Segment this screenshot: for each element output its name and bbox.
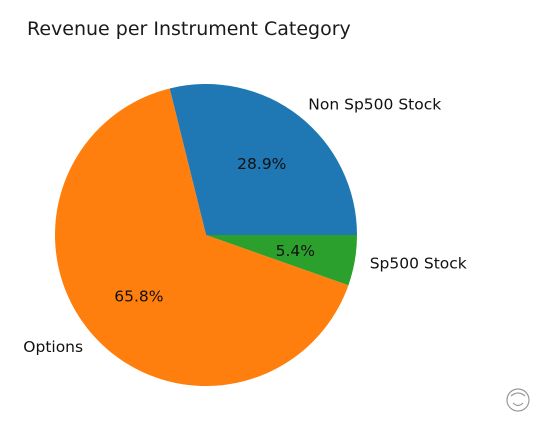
pie-slice — [206, 235, 357, 286]
slice-category-label: Non Sp500 Stock — [308, 96, 441, 114]
watermark-logo — [506, 388, 530, 412]
slice-category-label: Sp500 Stock — [370, 255, 467, 273]
pie-slices — [55, 83, 357, 386]
pie-slice — [55, 88, 349, 386]
pie-slice — [169, 83, 357, 235]
slice-percent-label: 65.8% — [114, 287, 163, 305]
slice-category-label: Options — [23, 338, 83, 356]
pie-labels: 28.9% Non Sp500 Stock 65.8% Options 5.4% Sp50… — [23, 96, 467, 357]
slice-percent-label: 28.9% — [237, 155, 286, 173]
chart-title: Revenue per Instrument Category — [27, 18, 351, 40]
slice-percent-label: 5.4% — [276, 242, 315, 260]
